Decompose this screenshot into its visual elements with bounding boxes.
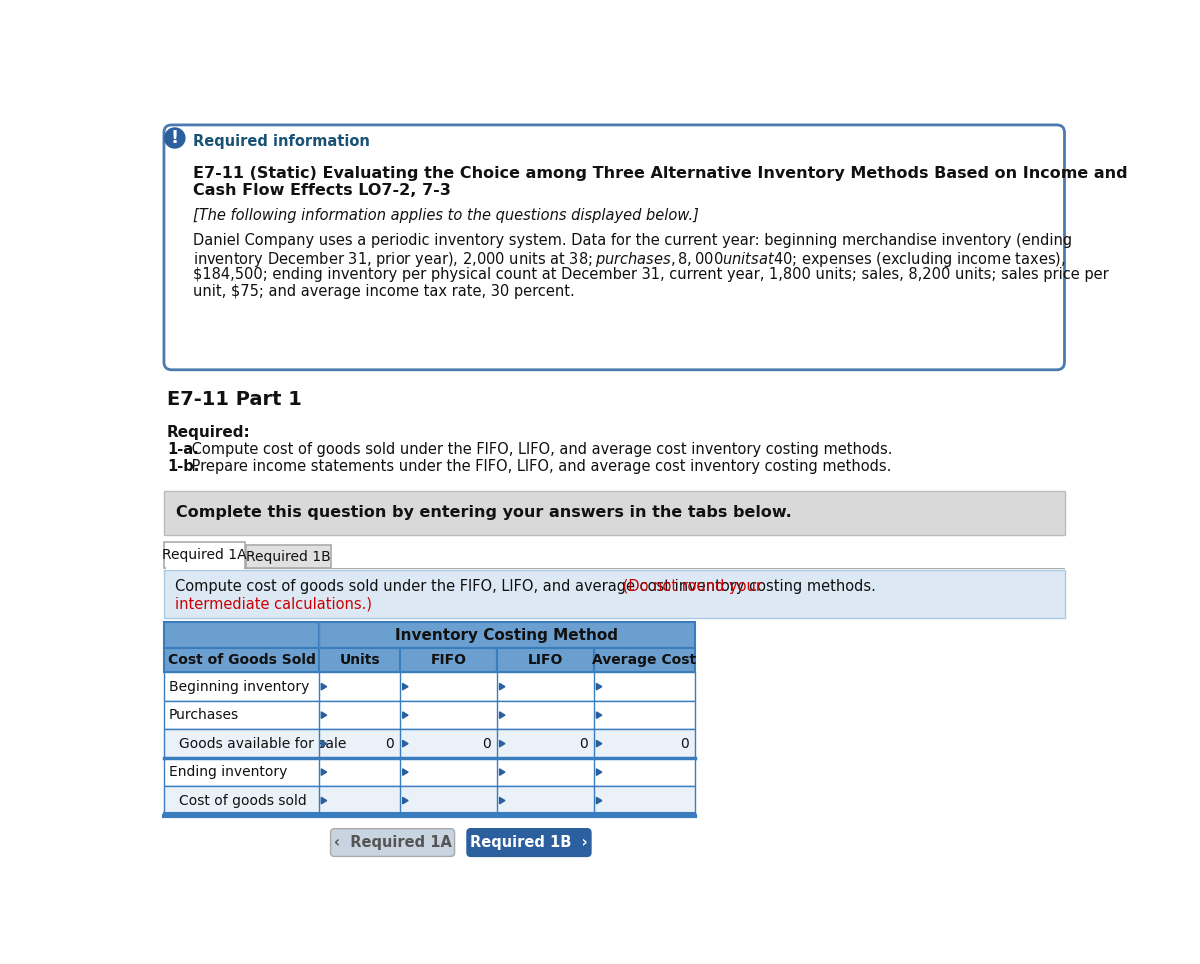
- Polygon shape: [403, 740, 408, 747]
- Polygon shape: [322, 769, 326, 775]
- Bar: [164, 492, 1064, 535]
- Text: Required 1A: Required 1A: [162, 549, 247, 562]
- Bar: [319, 623, 695, 648]
- Polygon shape: [499, 683, 505, 690]
- Text: Compute cost of goods sold under the FIFO, LIFO, and average cost inventory cost: Compute cost of goods sold under the FIF…: [187, 442, 893, 457]
- Text: Inventory Costing Method: Inventory Costing Method: [395, 628, 618, 643]
- FancyBboxPatch shape: [164, 125, 1064, 370]
- Polygon shape: [499, 740, 505, 747]
- Text: Cost of goods sold: Cost of goods sold: [180, 793, 307, 808]
- Text: !: !: [170, 129, 179, 147]
- Text: 0: 0: [580, 736, 588, 751]
- Bar: [166, 567, 244, 569]
- Text: Beginning inventory: Beginning inventory: [168, 680, 308, 694]
- Text: Cost of Goods Sold: Cost of Goods Sold: [168, 653, 316, 667]
- FancyBboxPatch shape: [330, 829, 455, 856]
- Text: (Do not round your: (Do not round your: [618, 579, 762, 594]
- Polygon shape: [596, 797, 602, 804]
- Text: [The following information applies to the questions displayed below.]: [The following information applies to th…: [193, 208, 698, 223]
- Text: $184,500; ending inventory per physical count at December 31, current year, 1,80: $184,500; ending inventory per physical …: [193, 267, 1109, 281]
- Bar: [401, 648, 497, 673]
- Polygon shape: [596, 683, 602, 690]
- Bar: [164, 570, 1064, 618]
- Polygon shape: [596, 769, 602, 775]
- Text: Required information: Required information: [193, 134, 370, 149]
- Text: FIFO: FIFO: [431, 653, 467, 667]
- Text: 1-b.: 1-b.: [167, 459, 199, 474]
- Bar: [164, 623, 319, 648]
- Text: Daniel Company uses a periodic inventory system. Data for the current year: begi: Daniel Company uses a periodic inventory…: [193, 232, 1072, 248]
- FancyBboxPatch shape: [467, 829, 590, 856]
- Text: 1-a.: 1-a.: [167, 442, 199, 457]
- Text: LIFO: LIFO: [528, 653, 563, 667]
- Polygon shape: [403, 683, 408, 690]
- Bar: [594, 648, 695, 673]
- Polygon shape: [403, 769, 408, 775]
- Text: unit, $75; and average income tax rate, 30 percent.: unit, $75; and average income tax rate, …: [193, 283, 575, 299]
- Bar: [164, 758, 695, 787]
- Bar: [164, 730, 695, 758]
- Text: inventory December 31, prior year), 2,000 units at $38; purchases, 8,000 units a: inventory December 31, prior year), 2,00…: [193, 250, 1066, 269]
- Bar: [164, 787, 695, 815]
- Text: 0: 0: [482, 736, 491, 751]
- Bar: [246, 546, 331, 569]
- Bar: [164, 673, 695, 701]
- Text: Required:: Required:: [167, 425, 251, 441]
- Bar: [164, 568, 1064, 569]
- Polygon shape: [322, 711, 326, 718]
- Polygon shape: [499, 769, 505, 775]
- Text: E7-11 (Static) Evaluating the Choice among Three Alternative Inventory Methods B: E7-11 (Static) Evaluating the Choice amo…: [193, 166, 1127, 180]
- Bar: [166, 567, 244, 570]
- Bar: [497, 648, 594, 673]
- Text: Required 1B: Required 1B: [246, 549, 331, 564]
- Polygon shape: [322, 740, 326, 747]
- Polygon shape: [403, 797, 408, 804]
- Text: E7-11 Part 1: E7-11 Part 1: [167, 389, 302, 409]
- Bar: [164, 701, 695, 730]
- Text: Average Cost: Average Cost: [593, 653, 696, 667]
- Bar: [164, 648, 319, 673]
- Text: ‹  Required 1A: ‹ Required 1A: [334, 835, 451, 850]
- Bar: [319, 648, 401, 673]
- Text: Goods available for sale: Goods available for sale: [180, 736, 347, 751]
- Polygon shape: [499, 797, 505, 804]
- Text: 0: 0: [385, 736, 394, 751]
- Text: Complete this question by entering your answers in the tabs below.: Complete this question by entering your …: [176, 505, 792, 521]
- Text: Required 1B  ›: Required 1B ›: [470, 835, 588, 850]
- Text: Purchases: Purchases: [168, 709, 239, 722]
- Polygon shape: [499, 711, 505, 718]
- Polygon shape: [403, 711, 408, 718]
- Text: Compute cost of goods sold under the FIFO, LIFO, and average cost inventory cost: Compute cost of goods sold under the FIF…: [175, 579, 876, 594]
- Polygon shape: [322, 683, 326, 690]
- Text: intermediate calculations.): intermediate calculations.): [175, 596, 372, 611]
- Text: Units: Units: [340, 653, 380, 667]
- Text: 0: 0: [680, 736, 689, 751]
- Circle shape: [164, 128, 185, 148]
- Bar: [164, 543, 245, 569]
- Text: Prepare income statements under the FIFO, LIFO, and average cost inventory costi: Prepare income statements under the FIFO…: [187, 459, 892, 474]
- Polygon shape: [596, 711, 602, 718]
- Polygon shape: [322, 797, 326, 804]
- Text: Cash Flow Effects LO7-2, 7-3: Cash Flow Effects LO7-2, 7-3: [193, 183, 450, 199]
- Polygon shape: [596, 740, 602, 747]
- Text: Ending inventory: Ending inventory: [168, 765, 287, 779]
